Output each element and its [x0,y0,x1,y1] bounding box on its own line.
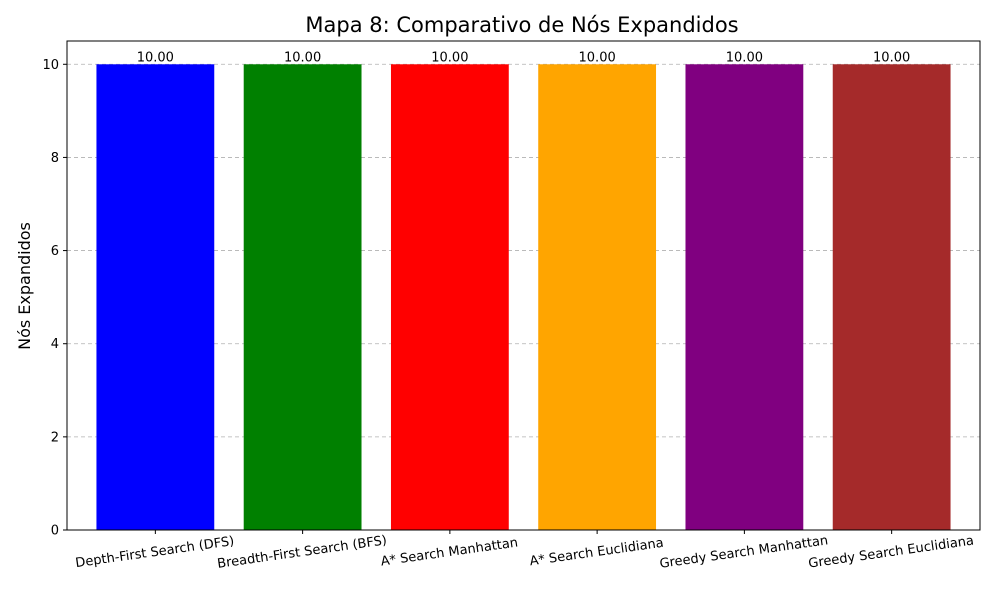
y-tick-label: 4 [51,337,59,352]
bar [243,64,362,531]
x-tick-label: Depth-First Search (DFS) [74,534,235,571]
bar [832,64,951,531]
y-axis-label: Nós Expandidos [15,222,34,350]
bars [96,64,951,531]
bar [390,64,509,531]
bar-value-label: 10.00 [137,50,174,65]
bar-value-label: 10.00 [284,50,321,65]
bar-value-label: 10.00 [431,50,468,65]
y-tick-label: 2 [51,430,59,445]
y-tick-label: 0 [51,524,59,539]
chart-title: Mapa 8: Comparativo de Nós Expandidos [305,13,738,37]
y-tick-label: 6 [51,244,59,259]
bar-value-label: 10.00 [873,50,910,65]
x-tick-label: A* Search Euclidiana [529,536,665,570]
x-tick-label: Greedy Search Euclidiana [807,533,974,571]
y-axis-ticks: 0 2 4 6 8 10 [42,58,67,539]
x-axis-ticks: Depth-First Search (DFS)Breadth-First Se… [74,530,975,572]
data-labels: 10.00 10.00 10.00 10.00 10.00 10.00 [137,50,911,65]
x-tick-label: A* Search Manhattan [380,535,519,569]
bar [96,64,215,531]
bar-value-label: 10.00 [579,50,616,65]
plot-frame [66,40,981,531]
bar-value-label: 10.00 [726,50,763,65]
x-tick-label: Breadth-First Search (BFS) [216,533,388,572]
y-tick-label: 8 [51,151,59,166]
x-tick-label: Greedy Search Manhattan [659,533,829,572]
y-tick-label: 10 [42,58,59,73]
bar [685,64,804,531]
bar [538,64,657,531]
